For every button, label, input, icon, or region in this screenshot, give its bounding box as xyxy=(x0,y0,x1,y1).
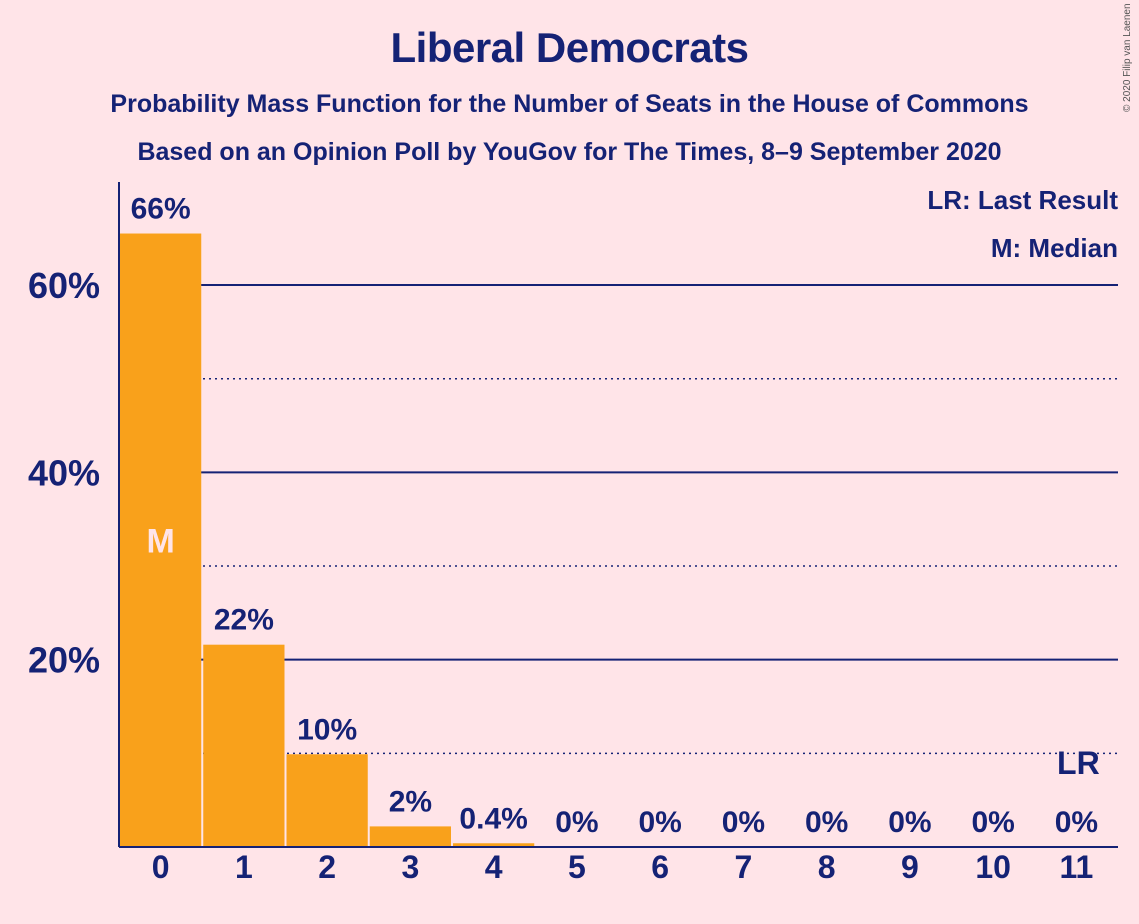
chart-title: Liberal Democrats xyxy=(390,24,749,71)
chart-source-subtitle: Based on an Opinion Poll by YouGov for T… xyxy=(137,138,1002,166)
bar-value-label: 0% xyxy=(722,806,765,839)
x-tick-label: 9 xyxy=(901,849,919,885)
bar-value-label: 66% xyxy=(131,193,191,226)
bar-value-label: 0% xyxy=(1055,806,1098,839)
legend-last-result: LR: Last Result xyxy=(927,185,1118,215)
y-tick-label: 20% xyxy=(28,640,100,681)
bar xyxy=(120,233,202,847)
bar-value-label: 0% xyxy=(638,806,681,839)
bar-value-label: 0% xyxy=(805,806,848,839)
legend-median: M: Median xyxy=(991,233,1118,263)
bar-value-label: 0.4% xyxy=(459,802,527,835)
chart-subtitle: Probability Mass Function for the Number… xyxy=(110,90,1029,118)
y-tick-label: 60% xyxy=(28,265,100,306)
x-tick-label: 0 xyxy=(152,849,170,885)
x-tick-label: 2 xyxy=(318,849,336,885)
bar-value-label: 0% xyxy=(888,806,931,839)
gridlines xyxy=(119,284,1118,755)
x-tick-label: 11 xyxy=(1059,849,1093,885)
x-tick-label: 7 xyxy=(734,849,752,885)
x-tick-label: 1 xyxy=(235,849,253,885)
x-tick-label: 5 xyxy=(568,849,586,885)
axes xyxy=(118,182,1118,848)
x-tick-label: 4 xyxy=(485,849,503,885)
bar xyxy=(369,826,451,847)
bar xyxy=(453,843,535,847)
bar-value-label: 2% xyxy=(389,785,432,818)
y-tick-label: 40% xyxy=(28,452,100,493)
bar-value-label: 10% xyxy=(297,713,357,746)
bar-value-label: 0% xyxy=(971,806,1014,839)
bar xyxy=(286,754,368,847)
last-result-marker: LR xyxy=(1057,745,1100,781)
x-tick-label: 6 xyxy=(651,849,669,885)
bars xyxy=(120,233,535,847)
x-tick-label: 10 xyxy=(975,849,1011,885)
labels: 20%40%60%66%022%110%22%30.4%40%50%60%70%… xyxy=(28,193,1100,885)
bar-value-label: 22% xyxy=(214,604,274,637)
bar xyxy=(203,644,285,847)
x-tick-label: 3 xyxy=(401,849,419,885)
x-tick-label: 8 xyxy=(818,849,836,885)
bar-value-label: 0% xyxy=(555,806,598,839)
median-marker: M xyxy=(146,522,174,560)
